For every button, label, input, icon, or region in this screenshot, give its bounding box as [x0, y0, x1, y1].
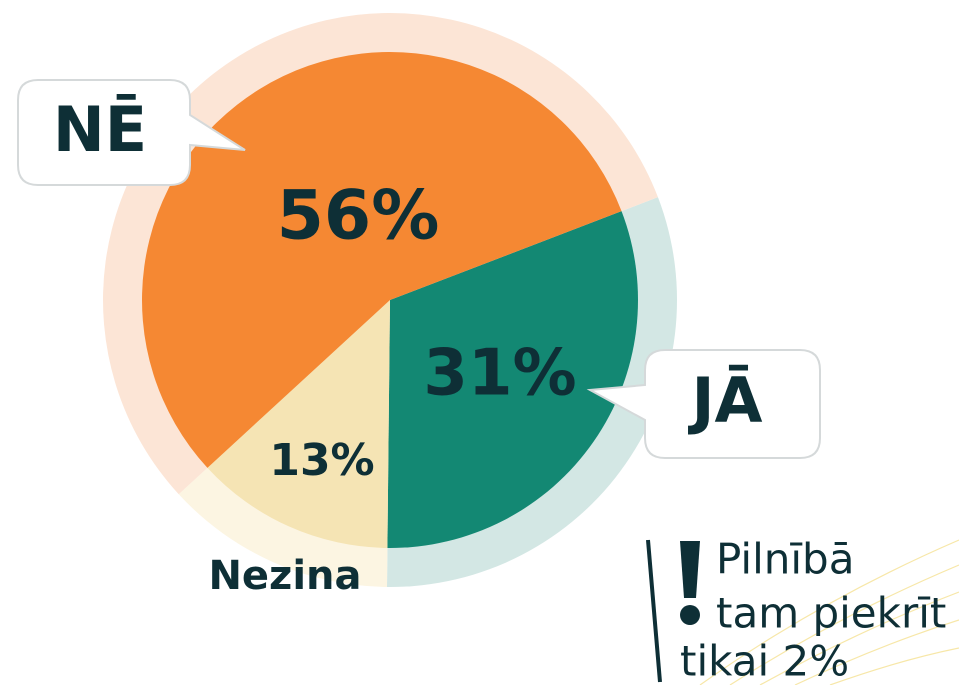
note-text: Pilnībā	[716, 535, 854, 584]
slice	[207, 300, 390, 548]
background-lines	[699, 539, 959, 685]
exclamation-bar	[680, 541, 700, 598]
bubble-ne	[17, 79, 246, 186]
value-label: 13%	[269, 435, 374, 486]
note-text: tikai 2%	[680, 637, 849, 685]
category-label: JĀ	[687, 364, 762, 437]
bubble-ja	[586, 349, 821, 459]
note: Pilnībā tam piekrīt tikai 2%	[646, 535, 946, 685]
category-label: Nezina	[208, 553, 361, 599]
note-line	[646, 539, 662, 683]
labels: 31% JĀ 13% Nezina 56% NĒ	[53, 93, 763, 599]
exclamation-dot	[680, 605, 700, 625]
pie	[141, 51, 638, 548]
slice	[387, 211, 638, 548]
value-label: 31%	[423, 337, 576, 411]
value-label: 56%	[277, 177, 440, 256]
slice	[141, 51, 622, 468]
category-label: NĒ	[53, 93, 147, 166]
note-text: tam piekrīt	[716, 589, 946, 638]
